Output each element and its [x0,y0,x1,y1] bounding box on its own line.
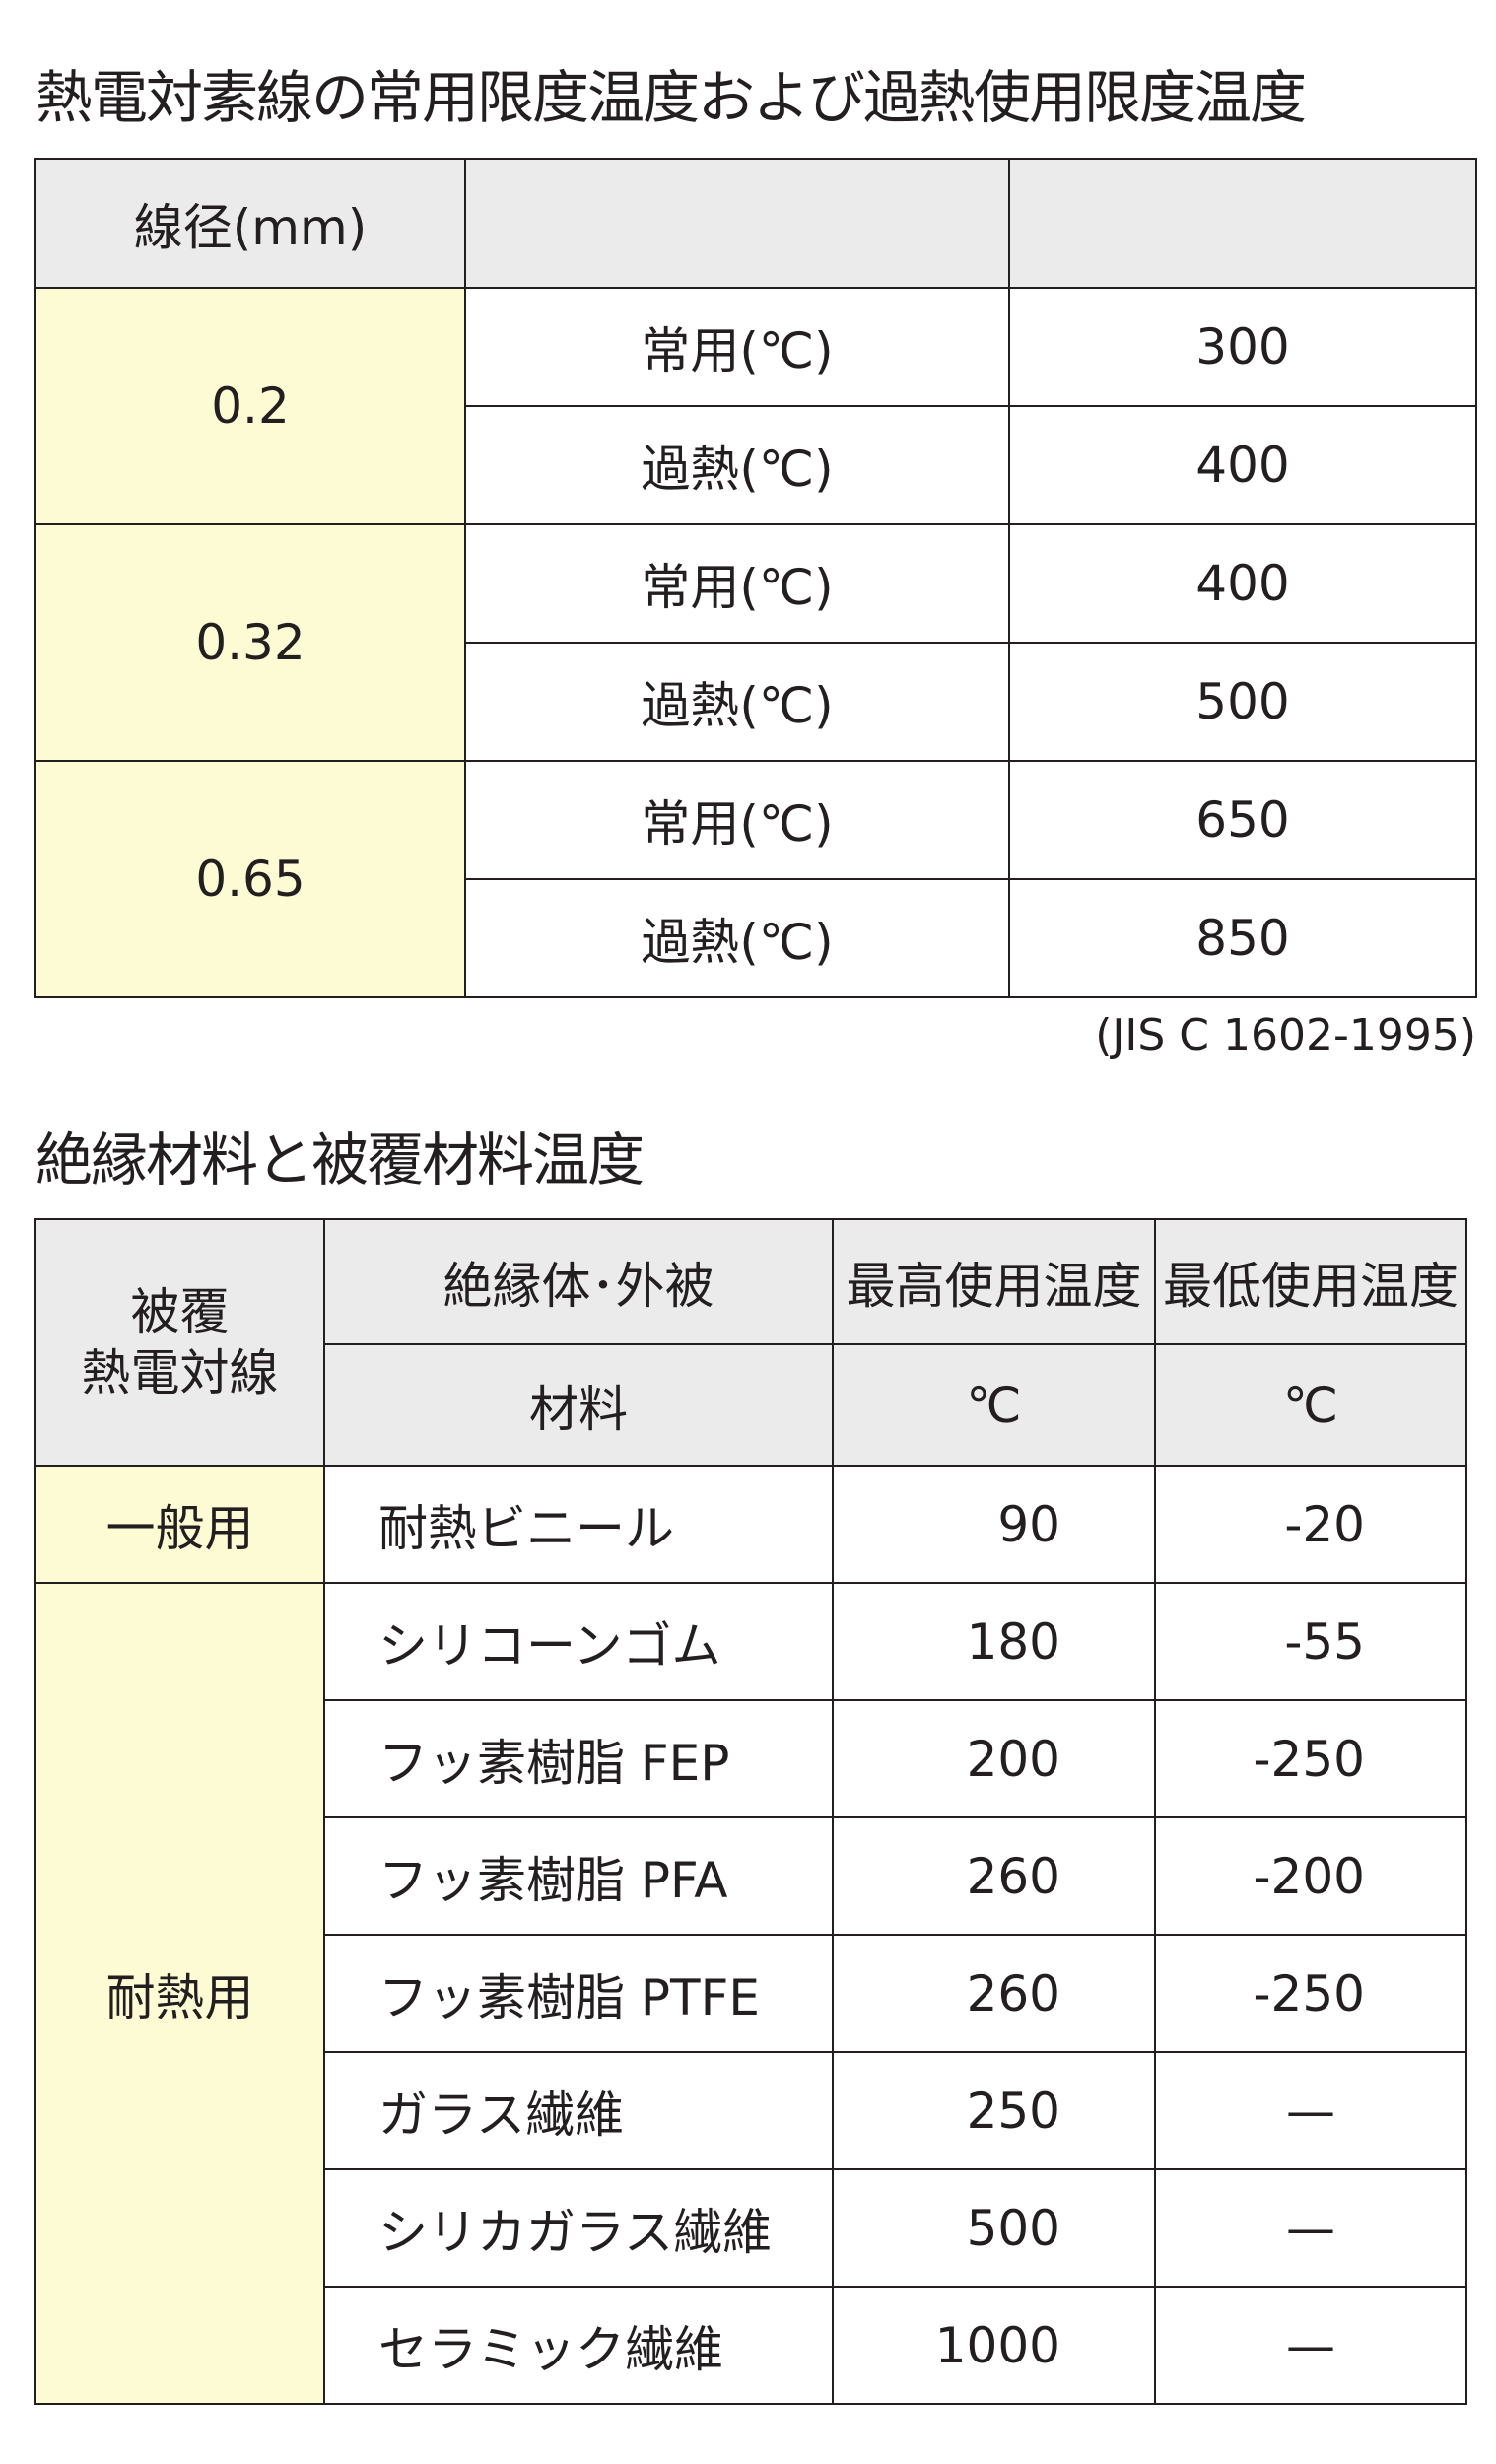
table1-title: 熱電対素線の常用限度温度および過熱使用限度温度 [35,64,1307,131]
table-row: フッ素樹脂 PFA 260 -200 [35,1816,1467,1936]
table-row: ガラス繊維 250 — [35,2051,1467,2170]
value-cell: 500 [1008,642,1477,762]
value-cell: 850 [1008,878,1477,998]
min-temp-cell: -55 [1154,1582,1467,1701]
material-cell: セラミック繊維 [323,2286,834,2405]
diameter-cell: 0.2 [34,287,466,525]
value-cell: 300 [1008,287,1477,407]
table-header-row: 線径(mm) [34,158,1477,289]
label-cell: 過熱(℃) [464,642,1010,762]
table-header-row: 被覆 熱電対線 絶縁体･外被 最高使用温度 最低使用温度 [34,1218,1467,1467]
material-cell: シリカガラス繊維 [323,2168,834,2288]
material-cell: フッ素樹脂 FEP [323,1699,834,1818]
max-temp-cell: 260 [832,1934,1156,2053]
table-row: 耐熱用 シリコーンゴム 180 -55 [34,1582,1467,2405]
diameter-cell: 0.32 [34,523,466,762]
material-cell: フッ素樹脂 PFA [323,1816,834,1936]
standard-note: (JIS C 1602-1995) [1095,1010,1476,1061]
value-cell: 400 [1008,523,1477,644]
max-temp-cell: 1000 [832,2286,1156,2405]
table-row: シリカガラス繊維 500 — [35,2168,1467,2288]
wire-temperature-table: 線径(mm) 0.2 常用(℃) 300 過熱(℃) 400 0.32 常用(℃… [34,158,1477,998]
value-cell: 650 [1008,760,1477,880]
header-min-temp: 最低使用温度 [1154,1218,1467,1345]
table-row: 過熱(℃) 400 [35,405,1477,525]
min-temp-cell: -200 [1154,1816,1467,1936]
min-temp-cell: -250 [1154,1934,1467,2053]
material-cell: 耐熱ビニール [323,1465,834,1584]
min-temp-cell: -20 [1154,1465,1467,1584]
header-min-unit: ℃ [1154,1343,1467,1467]
table-row: フッ素樹脂 PTFE 260 -250 [35,1934,1467,2053]
label-cell: 常用(℃) [464,760,1010,880]
table-row: 0.2 常用(℃) 300 [34,287,1477,525]
max-temp-cell: 200 [832,1699,1156,1818]
diameter-cell: 0.65 [34,760,466,998]
table2-title: 絶縁材料と被覆材料温度 [35,1127,645,1194]
header-max-unit: ℃ [832,1343,1156,1467]
max-temp-cell: 500 [832,2168,1156,2288]
table-row: 0.32 常用(℃) 400 [34,523,1477,762]
category-cell: 一般用 [34,1465,325,1584]
header-sheath-line2: 熱電対線 [81,1344,279,1402]
header-blank-1 [464,158,1010,289]
category-cell: 耐熱用 [34,1582,325,2405]
min-temp-cell: — [1154,2168,1467,2288]
table-row: 0.65 常用(℃) 650 [34,760,1477,998]
header-blank-2 [1008,158,1477,289]
max-temp-cell: 250 [832,2051,1156,2170]
min-temp-cell: -250 [1154,1699,1467,1818]
header-insulation: 絶縁体･外被 [323,1218,834,1345]
min-temp-cell: — [1154,2286,1467,2405]
value-cell: 400 [1008,405,1477,525]
max-temp-cell: 90 [832,1465,1156,1584]
table-row: 過熱(℃) 850 [35,878,1477,998]
max-temp-cell: 180 [832,1582,1156,1701]
min-temp-cell: — [1154,2051,1467,2170]
material-cell: シリコーンゴム [323,1582,834,1701]
label-cell: 常用(℃) [464,287,1010,407]
insulation-material-table: 被覆 熱電対線 絶縁体･外被 最高使用温度 最低使用温度 材料 ℃ ℃ 一般用 … [34,1218,1467,2405]
table-row: フッ素樹脂 FEP 200 -250 [35,1699,1467,1818]
table-row: セラミック繊維 1000 — [35,2286,1467,2405]
label-cell: 過熱(℃) [464,878,1010,998]
header-sheath-type: 被覆 熱電対線 [34,1218,325,1467]
material-cell: フッ素樹脂 PTFE [323,1934,834,2053]
table-header-row: 材料 ℃ ℃ [35,1343,1467,1467]
label-cell: 常用(℃) [464,523,1010,644]
material-cell: ガラス繊維 [323,2051,834,2170]
header-max-temp: 最高使用温度 [832,1218,1156,1345]
header-sheath-line1: 被覆 [130,1283,230,1340]
label-cell: 過熱(℃) [464,405,1010,525]
header-material: 材料 [323,1343,834,1467]
header-diameter: 線径(mm) [34,158,466,289]
table-row: 過熱(℃) 500 [35,642,1477,762]
max-temp-cell: 260 [832,1816,1156,1936]
table-row: 一般用 耐熱ビニール 90 -20 [34,1465,1467,1584]
